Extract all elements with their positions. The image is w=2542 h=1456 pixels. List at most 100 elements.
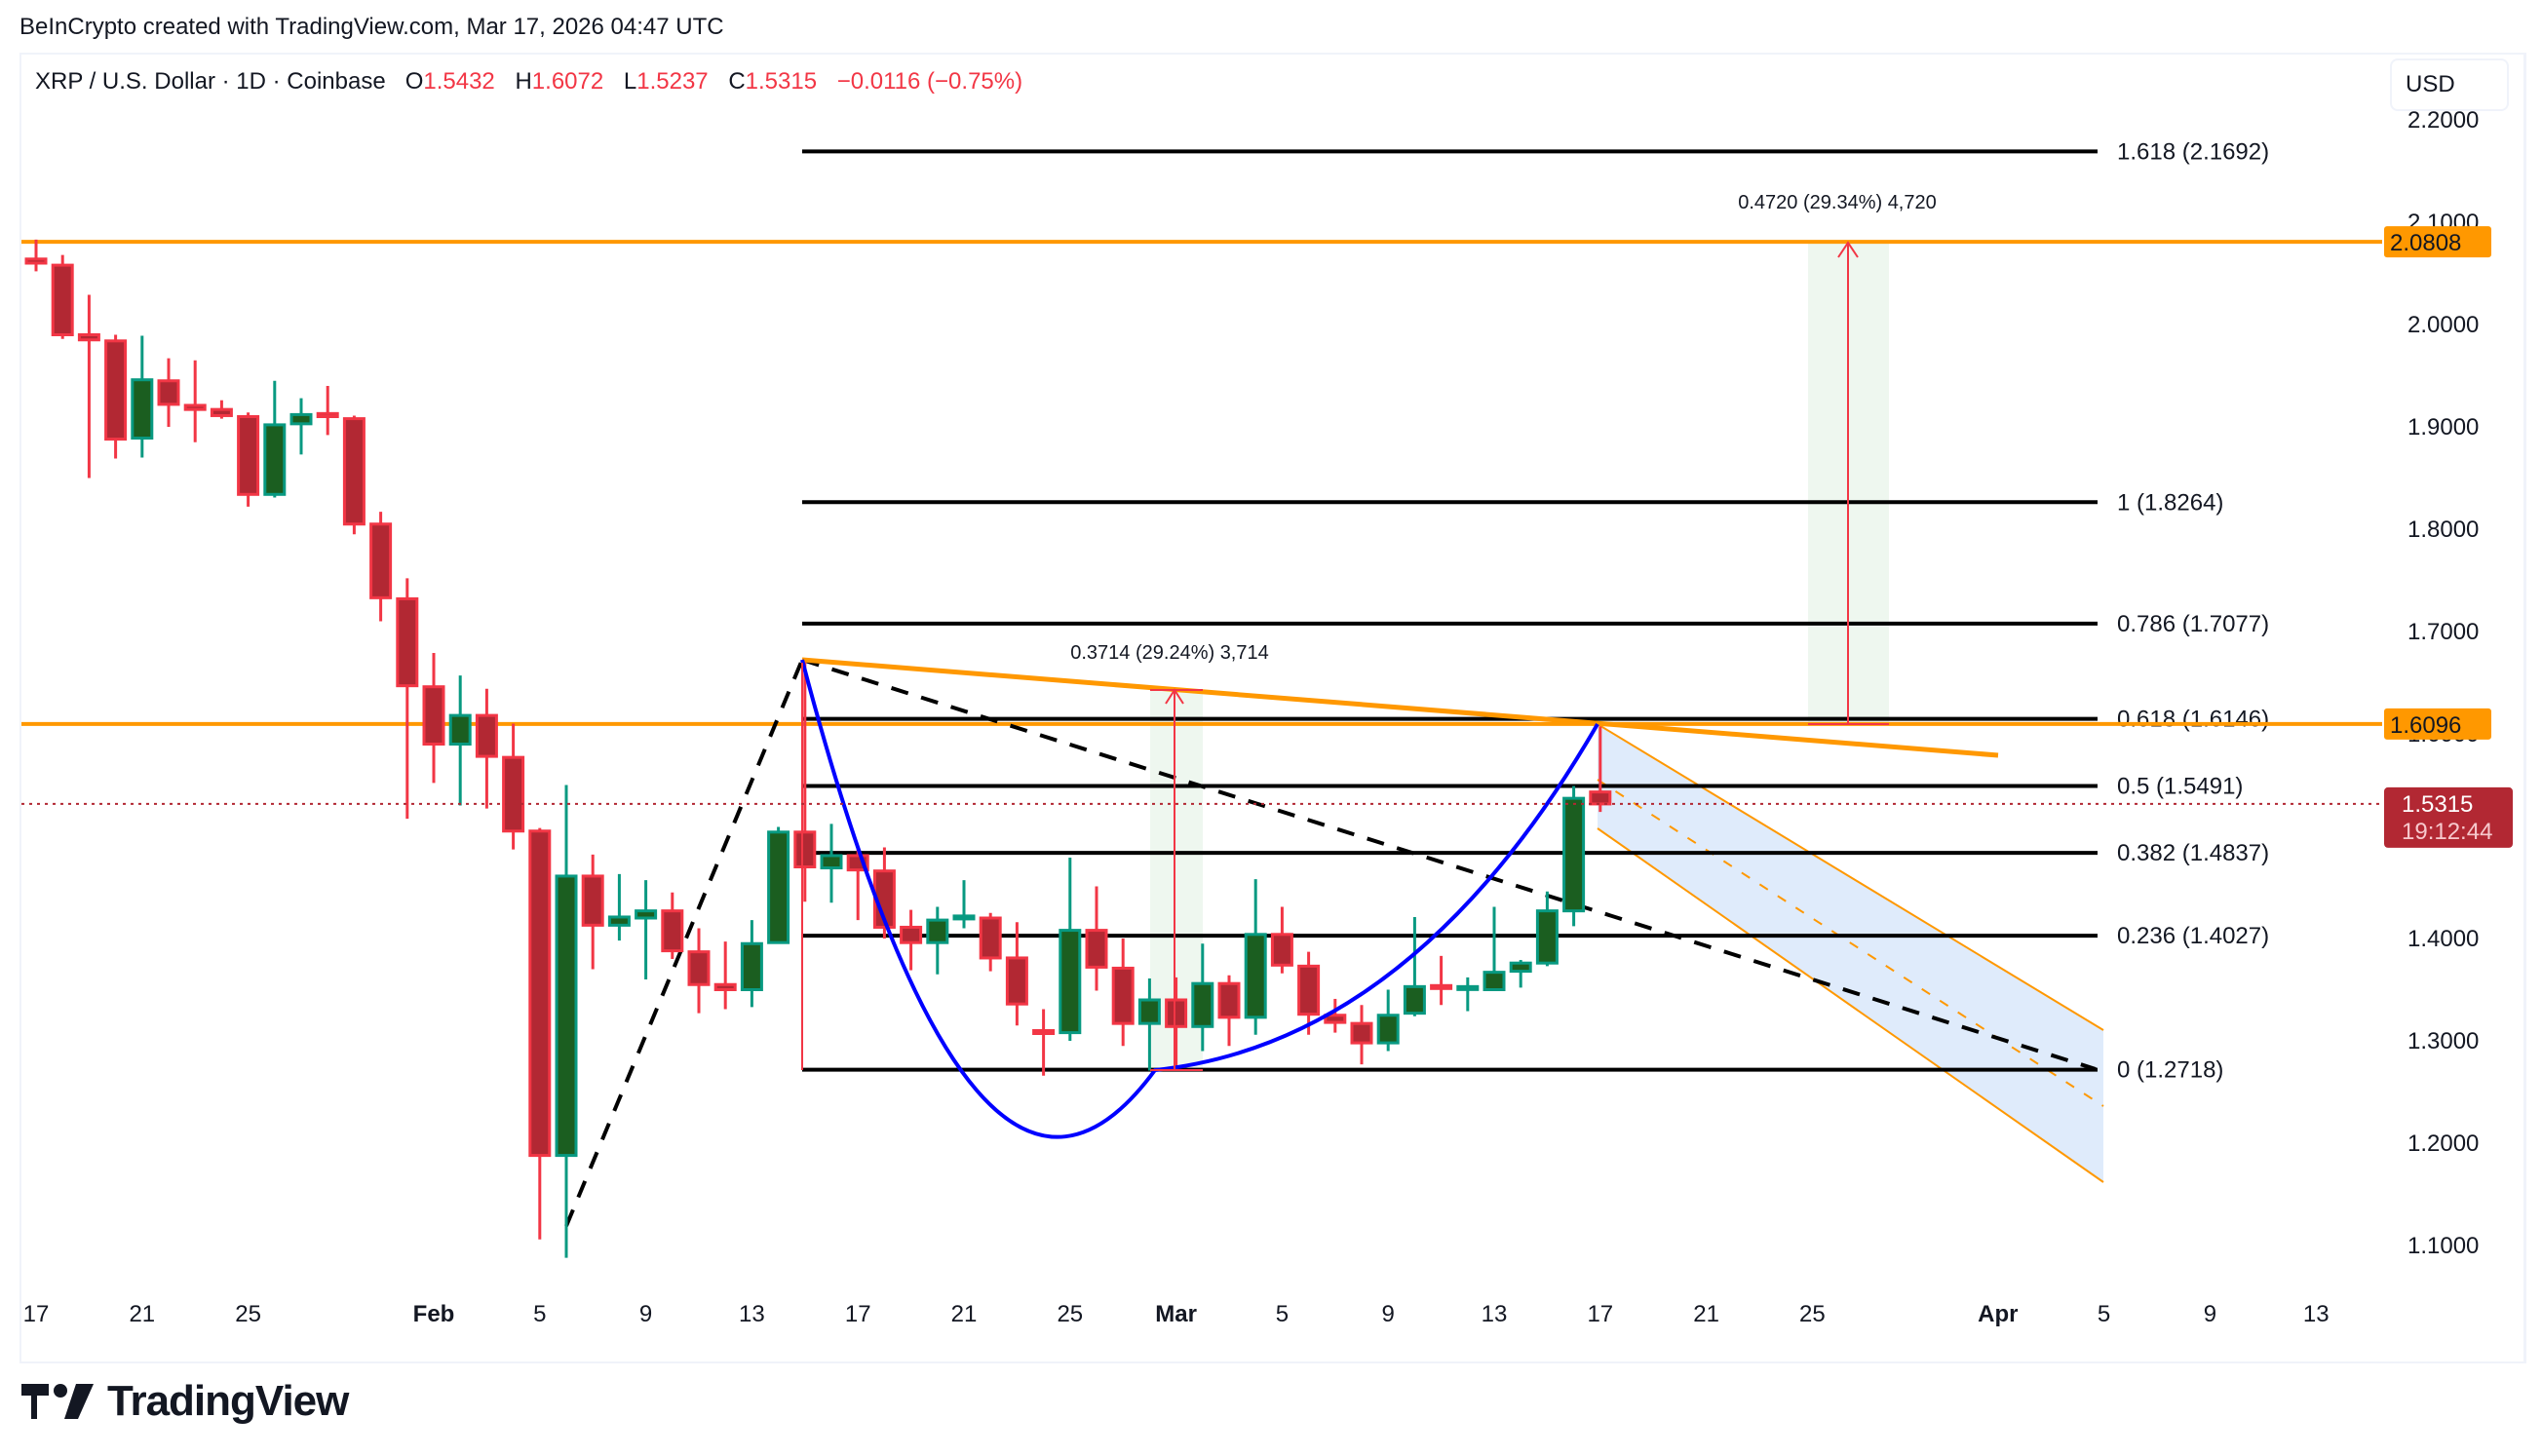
candle-body[interactable]: [1085, 929, 1108, 969]
channel-mid-line: [1597, 779, 2104, 1107]
candle-body[interactable]: [1430, 983, 1453, 990]
candle-body[interactable]: [581, 874, 604, 927]
x-axis-tick: 9: [2204, 1301, 2216, 1327]
candle-body[interactable]: [1111, 966, 1135, 1025]
candle-body[interactable]: [1165, 998, 1188, 1028]
candle-body[interactable]: [1350, 1021, 1373, 1045]
candle-body[interactable]: [263, 423, 287, 496]
candle-body[interactable]: [422, 685, 445, 747]
candle-body[interactable]: [342, 417, 366, 526]
x-axis-tick: 25: [1799, 1301, 1826, 1327]
candle-body[interactable]: [713, 982, 737, 991]
x-axis-tick: 17: [23, 1301, 50, 1327]
rising-dashed-trendline: [564, 659, 804, 1227]
candle-body[interactable]: [1483, 971, 1506, 992]
candle-body[interactable]: [1403, 984, 1426, 1015]
channel-lower-line: [1597, 827, 2104, 1183]
candle-body[interactable]: [607, 915, 631, 927]
candle-body[interactable]: [820, 854, 843, 870]
candle-body[interactable]: [369, 522, 393, 599]
symbol-title: XRP / U.S. Dollar · 1D · Coinbase: [35, 68, 386, 95]
price-label-text: 2.0808: [2390, 230, 2461, 256]
candle-body[interactable]: [316, 411, 339, 419]
candle-body[interactable]: [1270, 933, 1293, 967]
candle-body[interactable]: [1191, 981, 1214, 1028]
x-axis-tick: Apr: [1978, 1301, 2018, 1327]
candle-body[interactable]: [104, 339, 128, 441]
candle-body[interactable]: [289, 412, 313, 426]
candle-body[interactable]: [396, 596, 419, 688]
y-axis-tick: 2.2000: [2407, 107, 2479, 134]
candle-body[interactable]: [1244, 933, 1267, 1019]
candle-body[interactable]: [687, 950, 711, 986]
candle-body[interactable]: [1589, 790, 1612, 806]
candle-body[interactable]: [528, 829, 552, 1158]
candle-body[interactable]: [210, 407, 233, 417]
x-axis-tick: 9: [1382, 1301, 1395, 1327]
candle-body[interactable]: [1137, 998, 1161, 1025]
candle-body[interactable]: [77, 333, 100, 342]
fib-level-label: 1.618 (2.1692): [2117, 138, 2269, 165]
candle-body[interactable]: [635, 909, 658, 920]
high-value: 1.6072: [531, 68, 604, 95]
x-axis-tick: 25: [235, 1301, 261, 1327]
candle-body[interactable]: [1535, 909, 1559, 965]
x-axis-tick: 13: [1482, 1301, 1508, 1327]
candle-body[interactable]: [131, 378, 154, 441]
candle-body[interactable]: [555, 874, 578, 1158]
candle-body[interactable]: [661, 909, 684, 953]
fib-level-label: 0.382 (1.4837): [2117, 840, 2269, 866]
currency-button[interactable]: USD: [2390, 58, 2509, 111]
candle-body[interactable]: [502, 755, 525, 833]
projected-channel-fill: [1598, 724, 2103, 1182]
candle-body[interactable]: [979, 916, 1002, 960]
candle-body[interactable]: [1324, 1014, 1347, 1024]
candle-body[interactable]: [926, 918, 949, 944]
fib-level-label: 0.5 (1.5491): [2117, 773, 2243, 799]
candle-body[interactable]: [1562, 796, 1586, 913]
candle-body[interactable]: [793, 830, 817, 868]
candle-body[interactable]: [448, 713, 472, 746]
candle-body[interactable]: [183, 403, 207, 411]
candle-body[interactable]: [1376, 1014, 1400, 1045]
candle-body[interactable]: [740, 941, 763, 991]
x-axis-tick: 17: [845, 1301, 871, 1327]
candle-body[interactable]: [1059, 929, 1082, 1035]
candle-body[interactable]: [1005, 956, 1028, 1006]
fib-level-label: 0 (1.2718): [2117, 1057, 2223, 1084]
candle-body[interactable]: [237, 415, 260, 496]
candle-body[interactable]: [1509, 961, 1532, 974]
candle-body[interactable]: [24, 257, 48, 265]
fib-level-label: 0.236 (1.4027): [2117, 923, 2269, 949]
candle-body[interactable]: [51, 263, 74, 337]
candle-body[interactable]: [157, 379, 180, 406]
arrow-head-icon: [1837, 241, 1859, 258]
x-axis-tick: 13: [739, 1301, 765, 1327]
x-axis-tick: 9: [639, 1301, 652, 1327]
cup-curve: [800, 659, 1599, 1139]
candle-body[interactable]: [767, 830, 790, 944]
candle-body[interactable]: [900, 925, 923, 944]
x-axis-tick: 21: [129, 1301, 155, 1327]
candle-body[interactable]: [1297, 964, 1321, 1016]
x-axis-tick: 17: [1587, 1301, 1613, 1327]
bar-countdown: 19:12:44: [2402, 819, 2492, 845]
low-value: 1.5237: [636, 68, 709, 95]
x-axis-tick: 5: [2098, 1301, 2110, 1327]
measure-label-2: 0.4720 (29.34%) 4,720: [1738, 192, 1937, 213]
fib-level-label: 1 (1.8264): [2117, 489, 2223, 516]
candle-body[interactable]: [475, 713, 498, 758]
candle-body[interactable]: [1456, 984, 1480, 991]
high-label: H: [515, 68, 532, 95]
x-axis-tick: 21: [951, 1301, 978, 1327]
tradingview-logo: TradingView: [21, 1377, 349, 1425]
open-label: O: [404, 68, 424, 95]
candle-body[interactable]: [952, 914, 976, 921]
candle-body[interactable]: [1032, 1029, 1056, 1035]
fib-level-label: 0.786 (1.7077): [2117, 611, 2269, 637]
candle-body[interactable]: [1217, 981, 1241, 1019]
y-axis-tick: 1.1000: [2407, 1233, 2479, 1259]
y-axis-tick: 1.4000: [2407, 926, 2479, 952]
measure-label-1: 0.3714 (29.24%) 3,714: [1070, 642, 1269, 664]
